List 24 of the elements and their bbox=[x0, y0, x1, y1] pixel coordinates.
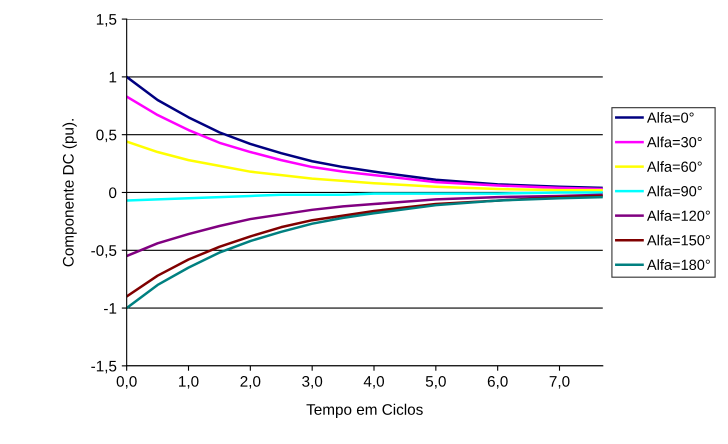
y-tick-label: 1,5 bbox=[96, 14, 116, 27]
y-tick-label: -1,5 bbox=[91, 360, 116, 374]
x-tick-label: 1,0 bbox=[179, 376, 199, 389]
y-tick-label: 0 bbox=[109, 187, 116, 198]
legend-label: Alfa=30° bbox=[646, 136, 702, 148]
x-tick-label: 5,0 bbox=[426, 376, 446, 389]
y-tick-label: -0,5 bbox=[91, 245, 116, 258]
x-tick-label: 6,0 bbox=[488, 376, 508, 389]
y-tick-label: 0,5 bbox=[96, 130, 116, 142]
legend-label: Alfa=60° bbox=[646, 161, 702, 172]
legend-label: Alfa=120° bbox=[646, 210, 710, 221]
legend-label: Alfa=150° bbox=[646, 234, 710, 246]
y-tick-label: 1 bbox=[110, 72, 116, 82]
x-tick-label: 0,0 bbox=[116, 376, 137, 389]
legend-label: Alfa=180° bbox=[646, 259, 710, 270]
x-tick-label: 2,0 bbox=[240, 376, 260, 389]
legend-label: Alfa=90° bbox=[646, 186, 702, 196]
x-axis-title: Tempo em Ciclos bbox=[306, 404, 423, 418]
y-tick-label: -1 bbox=[104, 303, 116, 314]
x-tick-label: 7,0 bbox=[550, 376, 570, 389]
y-axis-title: Componente DC (pu). bbox=[62, 119, 77, 266]
x-tick-label: 4,0 bbox=[364, 376, 384, 389]
x-tick-label: 3,0 bbox=[302, 376, 322, 389]
legend-label: Alfa=0° bbox=[646, 112, 694, 123]
